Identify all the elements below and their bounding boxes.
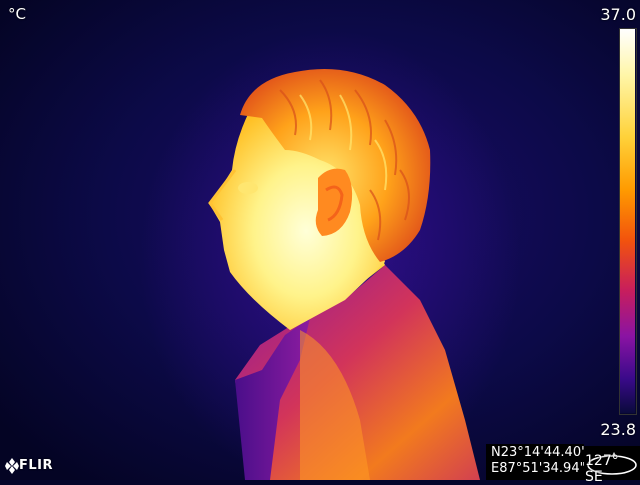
scale-min-value: 23.8 xyxy=(600,420,636,439)
scale-bar-border xyxy=(619,28,637,415)
gps-latitude: N23°14'44.40" xyxy=(491,445,588,460)
hair-region xyxy=(240,68,431,262)
compass-heading: 127° SE xyxy=(585,453,619,485)
brand-name: FLIR xyxy=(19,458,54,473)
scale-max-value: 37.0 xyxy=(600,5,636,24)
ear-region xyxy=(315,168,353,236)
gps-longitude: E87°51'34.94" xyxy=(491,461,586,476)
flir-logo-icon xyxy=(5,458,19,474)
compass-icon xyxy=(584,446,640,480)
temperature-unit-label: °C xyxy=(8,5,26,23)
collar-region xyxy=(235,318,310,480)
temperature-scale-bar xyxy=(620,29,635,413)
shirt-region xyxy=(235,265,480,480)
gps-readout: N23°14'44.40" E87°51'34.94" xyxy=(486,444,588,480)
